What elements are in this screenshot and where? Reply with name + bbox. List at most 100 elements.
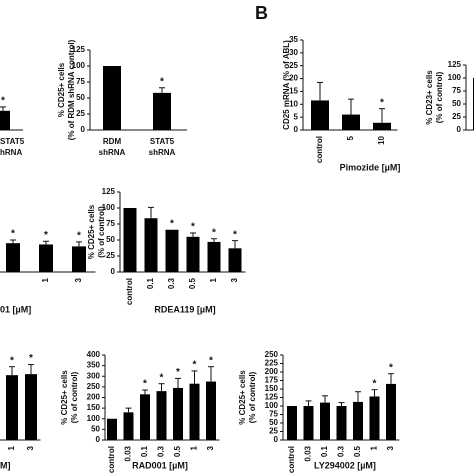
- bar: [287, 406, 297, 440]
- y-tick-label: 125: [102, 187, 116, 196]
- y-axis-label: (% of control): [248, 371, 257, 423]
- bar: [103, 66, 121, 130]
- bar: [373, 122, 391, 130]
- significance-marker: *: [233, 229, 237, 240]
- y-tick-label: 50: [76, 93, 85, 102]
- bar: [72, 246, 86, 272]
- x-tick-label: 1: [370, 445, 379, 450]
- y-tick-label: 125: [265, 393, 279, 402]
- y-tick-label: 15: [289, 87, 298, 96]
- significance-marker: *: [193, 360, 197, 371]
- x-tick-label: 0.03: [124, 445, 133, 461]
- y-tick-label: 10: [289, 99, 298, 108]
- y-tick-label: 125: [448, 60, 462, 69]
- x-tick-label: 1: [7, 445, 16, 450]
- significance-marker: *: [176, 367, 180, 378]
- x-tick-label: 0.1: [146, 277, 155, 289]
- y-tick-label: 200: [265, 367, 279, 376]
- x-tick-label: 0.3: [157, 445, 166, 457]
- x-axis-label: Pimozide [µM]: [340, 162, 401, 172]
- y-axis-label: (% of control): [97, 206, 106, 258]
- bar: [107, 418, 117, 440]
- x-tick-label: 0.3: [167, 277, 176, 289]
- x-tick-label: STAT5: [150, 137, 175, 146]
- x-tick-label: STAT5: [0, 137, 25, 146]
- y-tick-label: 0: [96, 435, 101, 444]
- bar: [173, 387, 183, 440]
- y-tick-label: 50: [91, 424, 100, 433]
- x-tick-label: 0.5: [188, 277, 197, 289]
- y-tick-label: 0: [294, 125, 299, 134]
- x-tick-label: shRNA: [149, 148, 176, 157]
- y-tick-label: 75: [452, 86, 461, 95]
- bar: [144, 218, 158, 272]
- x-tick-label: 0.3: [337, 445, 346, 457]
- x-tick-label: 3: [230, 277, 239, 282]
- x-axis-label: M]: [0, 460, 11, 470]
- y-tick-label: 25: [289, 61, 298, 70]
- significance-marker: *: [170, 218, 174, 229]
- significance-marker: *: [373, 378, 377, 389]
- y-tick-label: 50: [269, 418, 278, 427]
- bar: [311, 100, 329, 130]
- x-axis-label: 01 [µM]: [0, 304, 31, 314]
- y-tick-label: 100: [102, 203, 116, 212]
- bar: [342, 114, 360, 130]
- y-tick-label: 400: [87, 350, 101, 359]
- significance-marker: *: [380, 97, 384, 108]
- x-tick-label: control: [125, 278, 134, 305]
- significance-marker: *: [191, 222, 195, 233]
- bar: [369, 396, 380, 440]
- y-tick-label: 5: [294, 112, 299, 121]
- y-tick-label: 20: [289, 74, 298, 83]
- y-tick-label: 25: [106, 251, 115, 260]
- y-tick-label: 75: [76, 77, 85, 86]
- x-tick-label: control: [107, 446, 116, 473]
- y-tick-label: 50: [452, 99, 461, 108]
- x-tick-label: 1: [209, 277, 218, 282]
- bar: [386, 383, 396, 440]
- significance-marker: *: [160, 76, 164, 87]
- y-tick-label: 150: [265, 384, 279, 393]
- x-axis-label: RAD001 [µM]: [132, 460, 188, 470]
- significance-marker: *: [10, 355, 14, 366]
- x-tick-label: hRNA: [0, 148, 22, 157]
- x-tick-label: 10: [377, 135, 386, 144]
- significance-marker: *: [160, 372, 164, 383]
- bar: [140, 394, 150, 440]
- x-tick-label: 5: [346, 135, 355, 140]
- y-axis-label: % CD25+ cells: [87, 204, 96, 259]
- bar: [153, 92, 171, 130]
- y-axis-label: % CD25+ cells: [60, 370, 69, 425]
- bar: [189, 383, 200, 440]
- x-tick-label: 0.1: [140, 445, 149, 457]
- significance-marker: *: [44, 230, 48, 241]
- y-tick-label: 25: [269, 427, 278, 436]
- y-tick-label: 350: [87, 361, 101, 370]
- x-axis-label: LY294002 [µM]: [314, 460, 376, 470]
- significance-marker: *: [29, 353, 33, 364]
- y-tick-label: 100: [448, 73, 462, 82]
- y-tick-label: 50: [106, 235, 115, 244]
- significance-marker: *: [11, 229, 15, 240]
- bar: [6, 375, 18, 440]
- x-tick-label: shRNA: [99, 148, 126, 157]
- y-tick-label: 100: [72, 61, 86, 70]
- bar: [156, 391, 167, 440]
- bar: [165, 229, 179, 272]
- y-tick-label: 250: [265, 350, 279, 359]
- bar: [207, 241, 221, 272]
- y-tick-label: 200: [87, 393, 101, 402]
- bar: [353, 401, 363, 440]
- y-axis-label: % CD23+ cells: [425, 70, 434, 125]
- bar: [25, 374, 37, 440]
- y-tick-label: 150: [87, 403, 101, 412]
- y-tick-label: 30: [289, 48, 298, 57]
- y-tick-label: 0: [111, 267, 116, 276]
- significance-marker: *: [77, 231, 81, 242]
- y-axis-label: (% of control): [435, 71, 444, 123]
- y-axis-label: % CD25+ cells: [238, 370, 247, 425]
- x-tick-label: 0.1: [320, 445, 329, 457]
- y-tick-label: 300: [87, 371, 101, 380]
